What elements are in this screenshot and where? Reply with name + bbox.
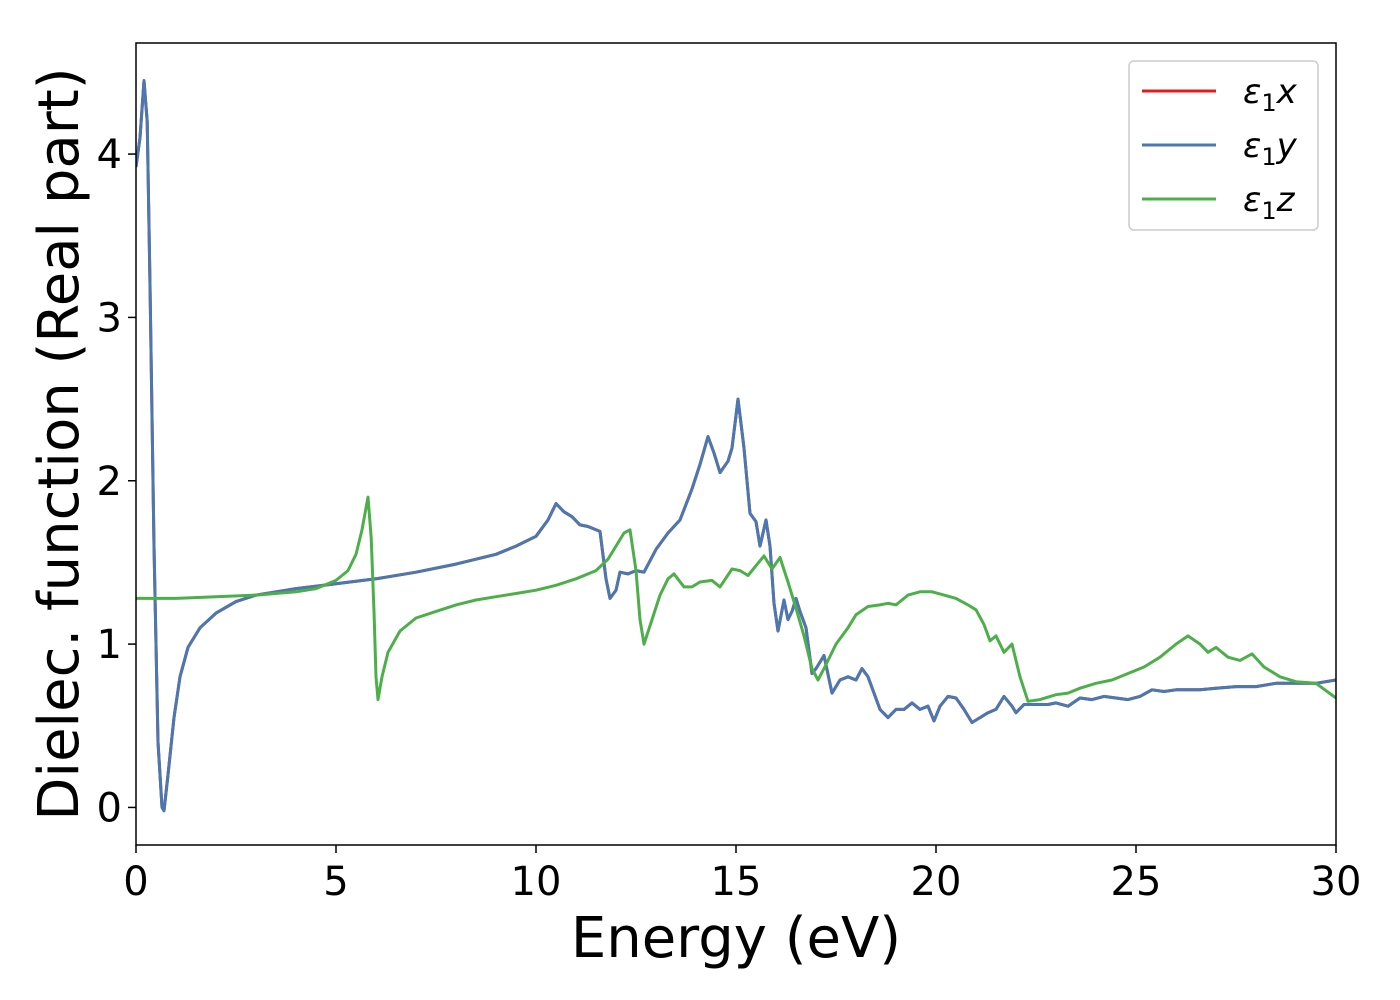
legend-label-x: ε1x — [1243, 72, 1298, 117]
legend-label-component: x — [1276, 72, 1298, 112]
y-tick-label: 1 — [97, 622, 122, 668]
series-layer — [136, 79, 1336, 813]
legend-label-subscript: 1 — [1261, 197, 1276, 225]
legend-label-z: ε1z — [1243, 180, 1296, 225]
legend-box — [1128, 60, 1319, 231]
x-tick-label: 0 — [123, 859, 148, 905]
x-axis-title: Energy (eV) — [571, 906, 901, 971]
legend-label-component: z — [1276, 180, 1296, 220]
x-tick-label: 25 — [1111, 859, 1162, 905]
legend-label-symbol: ε — [1243, 72, 1261, 112]
legend-label-symbol: ε — [1243, 126, 1261, 166]
y-tick-label: 2 — [97, 459, 122, 505]
tick-layer: 0 5 10 15 20 25 30 0 1 2 3 4 — [97, 132, 1362, 905]
legend-label-symbol: ε — [1243, 180, 1261, 220]
legend-label-subscript: 1 — [1261, 143, 1276, 171]
y-tick-label: 3 — [97, 295, 122, 341]
y-axis-title: Dielec. function (Real part) — [27, 67, 92, 820]
x-tick-label: 5 — [323, 859, 348, 905]
x-tick-label: 30 — [1311, 859, 1362, 905]
x-tick-label: 15 — [711, 859, 762, 905]
legend-label-component: y — [1276, 126, 1298, 166]
series-line-z — [136, 495, 1336, 703]
legend-label-y: ε1y — [1243, 126, 1298, 171]
x-tick-label: 10 — [511, 859, 562, 905]
x-tick-label: 20 — [911, 859, 962, 905]
legend-label-subscript: 1 — [1261, 89, 1276, 117]
y-tick-label: 0 — [97, 785, 122, 831]
series-line-y — [136, 79, 1336, 813]
y-tick-label: 4 — [97, 132, 122, 178]
